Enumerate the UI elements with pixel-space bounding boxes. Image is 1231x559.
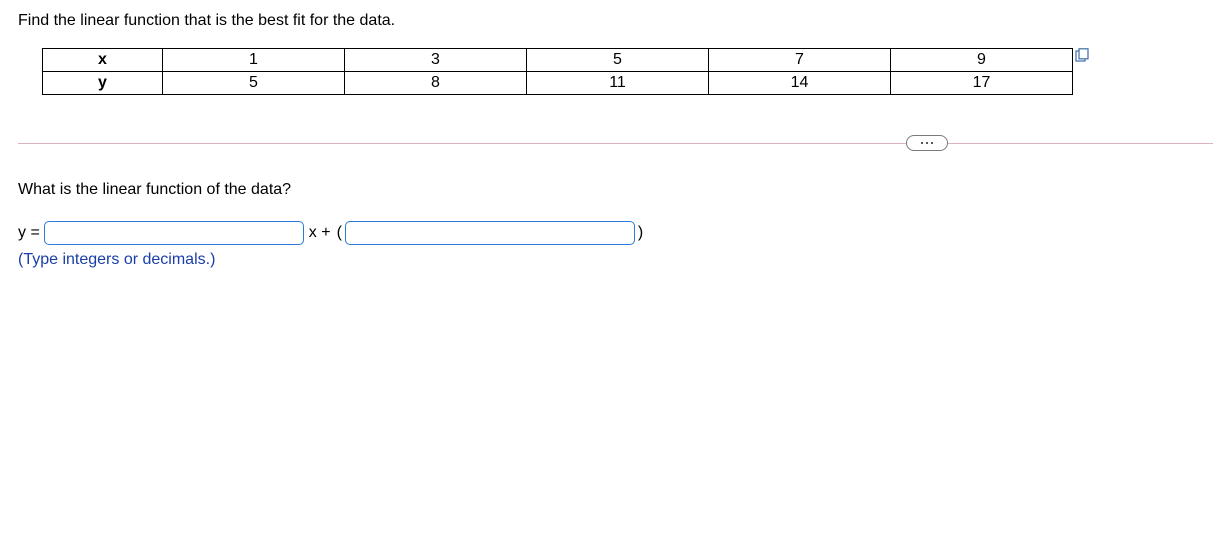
y-equals-label: y =	[18, 224, 40, 242]
table-cell: 14	[709, 72, 891, 95]
table-cell: 9	[891, 49, 1073, 72]
intercept-input[interactable]	[345, 221, 635, 245]
row-header-x: x	[43, 49, 163, 72]
question-text: What is the linear function of the data?	[18, 181, 1213, 199]
more-options-button[interactable]	[906, 135, 948, 151]
table-cell: 5	[163, 72, 345, 95]
table-cell: 17	[891, 72, 1073, 95]
table-row: y 5 8 11 14 17	[43, 72, 1073, 95]
close-paren: )	[638, 224, 643, 242]
slope-input[interactable]	[44, 221, 304, 245]
table-cell: 11	[527, 72, 709, 95]
table-row: x 1 3 5 7 9	[43, 49, 1073, 72]
problem-prompt: Find the linear function that is the bes…	[18, 12, 1213, 30]
row-header-y: y	[43, 72, 163, 95]
section-divider	[18, 135, 1213, 151]
table-cell: 7	[709, 49, 891, 72]
data-table: x 1 3 5 7 9 y 5 8 11 14 17	[42, 48, 1073, 95]
open-paren: (	[337, 224, 342, 242]
table-cell: 5	[527, 49, 709, 72]
x-plus-label: x +	[309, 224, 331, 242]
table-cell: 3	[345, 49, 527, 72]
table-cell: 8	[345, 72, 527, 95]
divider-line	[18, 143, 1213, 144]
table-cell: 1	[163, 49, 345, 72]
copy-icon[interactable]	[1075, 48, 1089, 62]
input-hint: (Type integers or decimals.)	[18, 251, 1213, 269]
answer-line: y = x + ( )	[18, 221, 1213, 245]
